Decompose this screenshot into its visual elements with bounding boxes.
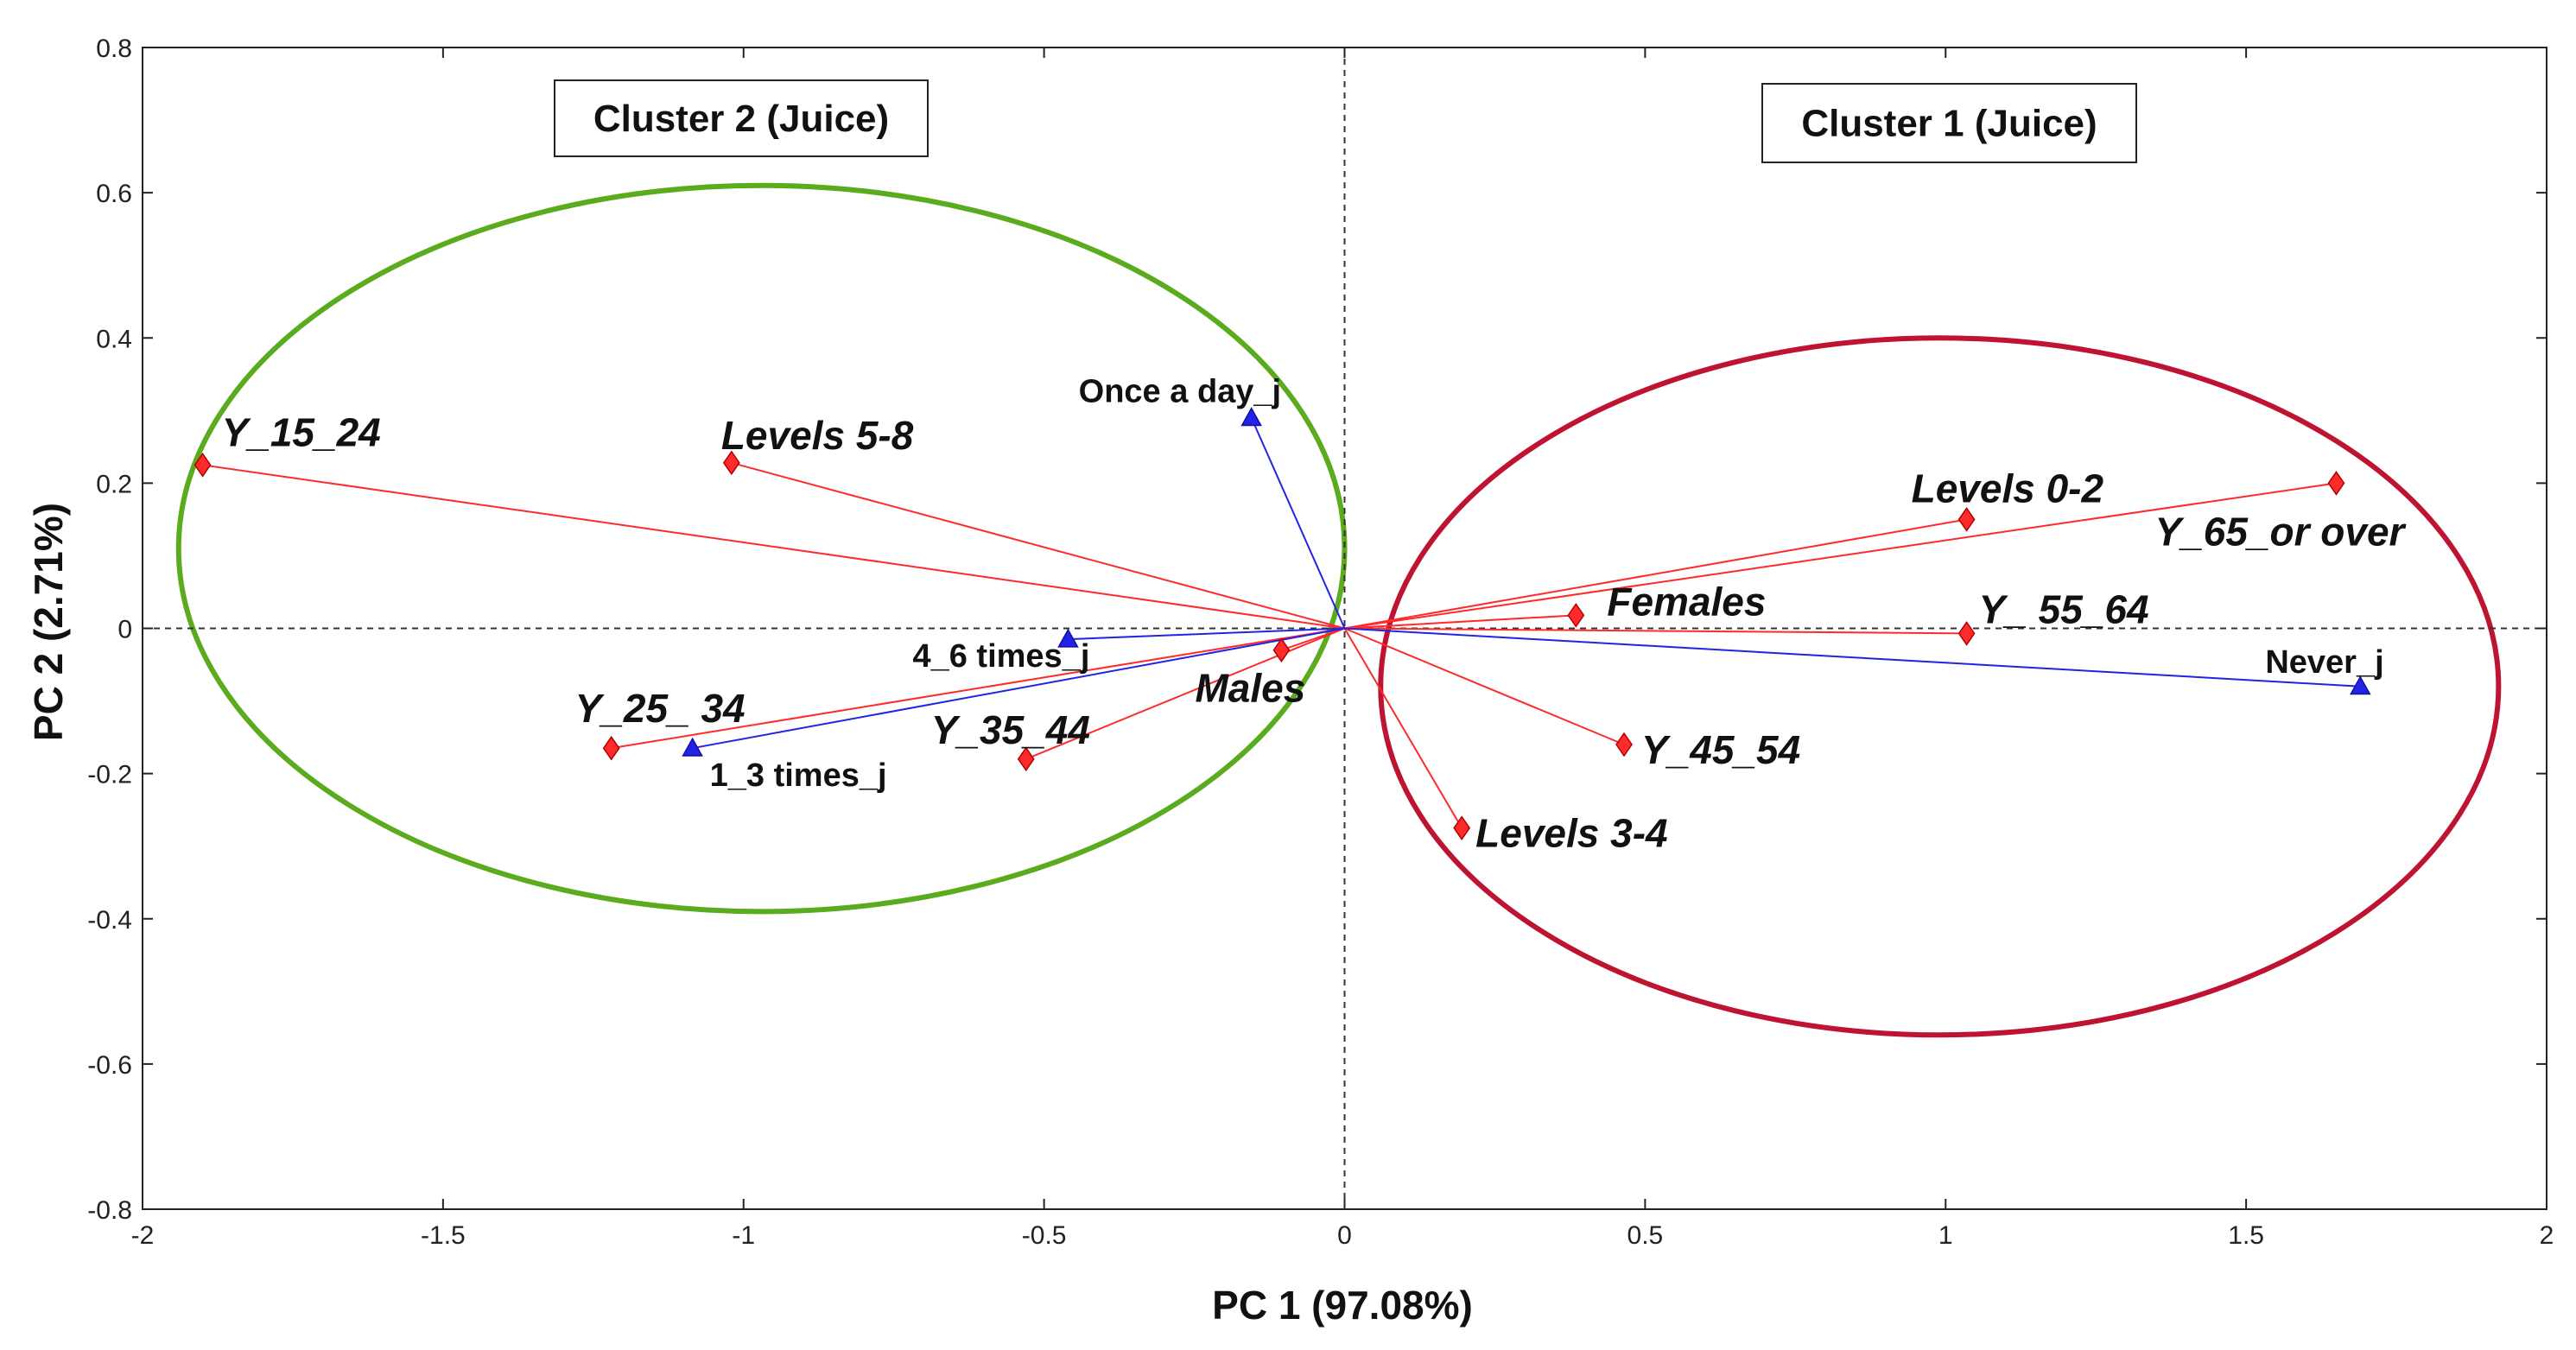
diamond-marker-males: [1272, 637, 1291, 663]
vector-y-55-64: [1344, 627, 1967, 635]
triangle-marker-never-j: [2350, 675, 2371, 695]
cluster-label-cluster-1-juice: Cluster 1 (Juice): [1801, 103, 2097, 145]
point-markers: [194, 407, 2371, 840]
diamond-marker-y-25-34: [602, 735, 620, 761]
point-label-y-45-54: Y_45_54: [1641, 727, 1800, 772]
triangle-marker-1-3-times-j: [682, 737, 703, 757]
y-tick-label: -0.8: [87, 1196, 132, 1225]
point-label-levels-0-2: Levels 0-2: [1912, 466, 2104, 510]
diamond-marker-levels-0-2: [1957, 507, 1976, 532]
vector-never-j: [1344, 627, 2361, 688]
cluster-ellipses: Cluster 2 (Juice) Cluster 1 (Juice): [175, 79, 2502, 1038]
vector-females: [1344, 614, 1577, 630]
axis-ticks: -2 -1.5 -1 -0.5 0 0.5 1 1.5 2 -0.8 -0.6 -0.4 -0.2 0 0.…: [87, 35, 2554, 1250]
x-axis-label: PC 1 (97.08%): [1212, 1283, 1473, 1328]
vector-1-3-times-j: [692, 627, 1345, 750]
triangle-marker-4-6-times-j: [1057, 628, 1079, 648]
point-label-females: Females: [1607, 579, 1766, 624]
y-tick-label: 0.2: [96, 470, 132, 498]
x-tick-label: -1: [732, 1221, 755, 1250]
y-tick-label: -0.6: [87, 1051, 132, 1080]
vector-y-45-54: [1344, 627, 1625, 745]
diamond-marker-y-55-64: [1957, 621, 1976, 646]
point-label-y-65-or-over: Y_65_or over: [2154, 509, 2406, 554]
vector-once-a-day-j: [1250, 417, 1346, 629]
cluster-label-cluster-2-juice: Cluster 2 (Juice): [593, 98, 889, 140]
point-label-levels-5-8: Levels 5-8: [721, 413, 914, 458]
y-tick-label: -0.2: [87, 761, 132, 789]
point-label-y-15-24: Y_15_24: [222, 409, 381, 454]
x-tick-label: -0.5: [1022, 1221, 1067, 1250]
point-label-1-3-times-j: 1_3 times_j: [710, 757, 887, 794]
vector-levels-5-8: [731, 461, 1345, 630]
diamond-marker-levels-5-8: [722, 450, 740, 476]
x-tick-label: 1.5: [2228, 1221, 2264, 1250]
vector-levels-0-2: [1344, 518, 1967, 630]
x-tick-label: 1: [1938, 1221, 1953, 1250]
y-axis-label: PC 2 (2.71%): [26, 503, 71, 741]
x-tick-label: 0: [1337, 1221, 1352, 1250]
x-tick-label: -2: [131, 1221, 155, 1250]
vector-4-6-times-j: [1068, 627, 1345, 641]
diamond-marker-levels-3-4: [1453, 815, 1471, 840]
cluster-ellipse-cluster-1-juice: [1378, 335, 2502, 1038]
point-label-y-35-44: Y_35_44: [931, 707, 1090, 752]
x-tick-label: -1.5: [421, 1221, 466, 1250]
vector-y-15-24: [202, 464, 1345, 630]
loading-vectors: [202, 417, 2361, 829]
point-labels: Y_15_24 Levels 5-8 Y_25_ 34 Y_35_44 Males Fem…: [222, 374, 2407, 856]
triangle-marker-once-a-day-j: [1240, 407, 1262, 427]
vector-y-65-or-over: [1344, 482, 2337, 630]
vector-y-35-44: [1025, 627, 1345, 760]
diamond-marker-y-65-or-over: [2327, 471, 2345, 496]
y-tick-label: 0.8: [96, 35, 132, 63]
diamond-marker-y-45-54: [1615, 732, 1633, 757]
point-label-once-a-day-j: Once a day_j: [1079, 374, 1281, 410]
x-tick-label: 0.5: [1627, 1221, 1664, 1250]
x-tick-label: 2: [2540, 1221, 2554, 1250]
y-tick-label: 0.4: [96, 325, 132, 353]
y-tick-label: 0.6: [96, 180, 132, 208]
diamond-marker-y-35-44: [1017, 746, 1035, 772]
vector-levels-3-4: [1343, 627, 1463, 829]
vector-y-25-34: [611, 627, 1345, 750]
point-label-males: Males: [1195, 666, 1305, 711]
cluster-ellipse-cluster-2-juice: [175, 182, 1348, 915]
point-label-4-6-times-j: 4_6 times_j: [912, 638, 1089, 675]
y-tick-label: 0: [117, 616, 132, 644]
y-tick-label: -0.4: [87, 906, 132, 935]
point-label-levels-3-4: Levels 3-4: [1475, 811, 1667, 856]
diamond-marker-females: [1567, 603, 1585, 628]
cluster-box-cluster-2-juice: [554, 79, 929, 157]
vector-males: [1281, 627, 1345, 651]
point-label-y-55-64: Y_ 55_64: [1979, 586, 2149, 631]
diamond-marker-y-15-24: [194, 453, 212, 478]
point-label-y-25-34: Y_25_ 34: [575, 686, 746, 731]
point-label-never-j: Never_j: [2265, 644, 2383, 681]
cluster-box-cluster-1-juice: [1761, 83, 2137, 163]
